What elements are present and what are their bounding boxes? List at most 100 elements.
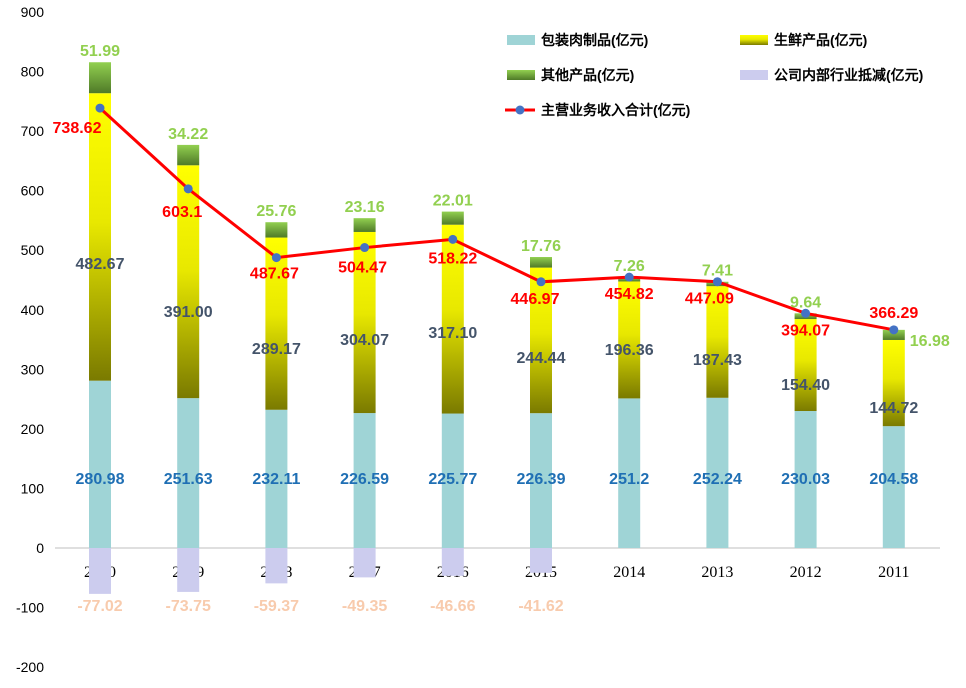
packaged-meat-label: 226.59 <box>340 471 389 488</box>
y-tick-label: 800 <box>21 64 45 80</box>
total-revenue-label: 487.67 <box>250 266 299 283</box>
bar-packaged-meat <box>794 411 817 548</box>
fresh-label: 196.36 <box>605 342 654 359</box>
legend-label: 生鲜产品(亿元) <box>774 32 867 48</box>
bar-other <box>353 218 376 232</box>
bar-internal-offset <box>265 548 288 584</box>
bar-packaged-meat <box>441 413 464 548</box>
bar-fresh <box>177 165 200 399</box>
total-revenue-label: 446.97 <box>511 291 560 308</box>
packaged-meat-label: 225.77 <box>428 471 477 488</box>
total-revenue-marker <box>271 253 281 263</box>
total-revenue-marker <box>801 308 811 318</box>
fresh-label: 391.00 <box>164 304 213 321</box>
y-tick-label: -200 <box>16 659 44 675</box>
packaged-meat-label: 251.63 <box>164 471 213 488</box>
fresh-label: 317.10 <box>428 325 477 342</box>
internal-offset-label: -41.62 <box>518 598 563 615</box>
legend-label: 其他产品(亿元) <box>541 67 634 83</box>
total-revenue-line <box>98 107 895 332</box>
fresh-label: 187.43 <box>693 352 742 369</box>
y-tick-label: -100 <box>16 600 44 616</box>
y-tick-label: 900 <box>21 4 45 20</box>
legend-swatch <box>507 35 535 45</box>
bar-packaged-meat <box>89 380 111 548</box>
internal-offset-label: -59.37 <box>254 598 299 615</box>
bar-fresh <box>706 286 729 398</box>
bar-fresh <box>265 237 288 410</box>
total-revenue-marker <box>183 184 193 194</box>
total-revenue-label: 738.62 <box>53 120 102 137</box>
y-tick-label: 700 <box>21 123 45 139</box>
bar-fresh <box>794 319 817 412</box>
y-tick-label: 600 <box>21 183 45 199</box>
fresh-label: 244.44 <box>517 350 566 367</box>
fresh-label: 304.07 <box>340 332 389 349</box>
packaged-meat-label: 226.39 <box>517 471 566 488</box>
bar-internal-offset <box>89 548 111 594</box>
other-label: 9.64 <box>790 294 821 311</box>
packaged-meat-label: 232.11 <box>252 471 300 488</box>
y-tick-label: 500 <box>21 242 45 258</box>
legend-swatch <box>507 70 535 80</box>
internal-offset-label: -73.75 <box>166 598 211 615</box>
internal-offset-label: -46.66 <box>430 598 475 615</box>
total-revenue-marker <box>712 277 722 287</box>
bar-other <box>89 62 111 94</box>
y-tick-label: 300 <box>21 361 45 377</box>
x-tick-label: 2012 <box>790 564 822 581</box>
total-revenue-marker <box>624 272 634 282</box>
bar-other <box>265 222 288 238</box>
packaged-meat-label: 251.2 <box>609 471 649 488</box>
total-revenue-label: 518.22 <box>428 250 477 267</box>
internal-offset-label: -77.02 <box>77 598 122 615</box>
bar-internal-offset <box>530 548 552 573</box>
other-label: 23.16 <box>345 199 385 216</box>
x-tick-label: 2011 <box>878 564 909 581</box>
total-revenue-marker <box>889 325 899 335</box>
legend-label: 主营业务收入合计(亿元) <box>541 102 690 118</box>
other-label: 7.26 <box>614 258 645 275</box>
total-revenue-marker <box>448 234 458 244</box>
y-tick-label: 0 <box>36 540 44 556</box>
other-label: 25.76 <box>256 203 296 220</box>
packaged-meat-label: 252.24 <box>693 471 742 488</box>
x-tick-label: 2014 <box>613 564 645 581</box>
x-tick-label: 2013 <box>701 564 733 581</box>
packaged-meat-label: 204.58 <box>869 471 918 488</box>
bar-internal-offset <box>177 548 200 592</box>
other-label: 17.76 <box>521 238 561 255</box>
fresh-label: 289.17 <box>252 341 301 358</box>
total-revenue-label: 394.07 <box>781 322 830 339</box>
internal-offset-label: -49.35 <box>342 598 387 615</box>
total-revenue-marker <box>536 277 546 287</box>
bar-other <box>530 257 552 268</box>
bar-fresh <box>89 93 111 381</box>
bar-packaged-meat <box>530 413 552 548</box>
total-revenue-label: 366.29 <box>869 305 918 322</box>
total-revenue-label: 454.82 <box>605 286 654 303</box>
bar-other <box>882 329 905 340</box>
total-revenue-label: 603.1 <box>162 204 202 221</box>
bar-packaged-meat <box>706 397 729 548</box>
total-revenue-marker <box>360 243 370 253</box>
bar-fresh <box>353 231 376 414</box>
total-revenue-marker <box>95 103 105 113</box>
other-label: 22.01 <box>433 193 473 210</box>
y-tick-label: 200 <box>21 421 45 437</box>
bar-internal-offset <box>353 548 376 578</box>
legend-marker <box>515 105 525 115</box>
packaged-meat-label: 230.03 <box>781 471 830 488</box>
y-tick-label: 100 <box>21 480 45 496</box>
bar-packaged-meat <box>177 398 200 548</box>
other-label: 51.99 <box>80 43 120 60</box>
total-revenue-label: 447.09 <box>685 291 734 308</box>
bar-other <box>177 144 200 166</box>
bar-fresh <box>530 267 552 414</box>
bar-packaged-meat <box>618 398 641 548</box>
legend-swatch <box>740 70 768 80</box>
bar-packaged-meat <box>882 426 905 548</box>
bar-fresh <box>441 224 464 414</box>
y-tick-label: 400 <box>21 302 45 318</box>
